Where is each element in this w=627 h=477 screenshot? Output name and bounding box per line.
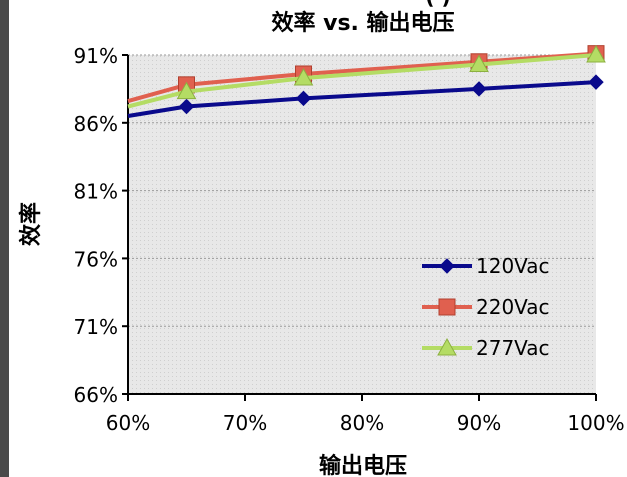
data-point-120Vac xyxy=(178,98,195,115)
y-tick-label: 91% xyxy=(74,44,118,68)
legend-marker-277Vac xyxy=(437,337,457,356)
legend-marker-120Vac xyxy=(439,258,455,274)
x-tick-label: 70% xyxy=(223,411,267,435)
legend-marker-220Vac xyxy=(438,298,456,316)
x-axis-label: 输出电压 xyxy=(319,453,407,477)
legend-label-220Vac: 220Vac xyxy=(476,295,550,319)
x-tick-label: 60% xyxy=(106,411,150,435)
y-tick-label: 76% xyxy=(74,247,118,271)
x-tick-label: 100% xyxy=(567,411,624,435)
series-group xyxy=(127,44,606,118)
y-tick-label: 66% xyxy=(74,383,118,407)
x-tick-label: 80% xyxy=(340,411,384,435)
plot-area xyxy=(128,55,596,394)
x-tick-label: 90% xyxy=(457,411,501,435)
data-point-120Vac xyxy=(588,74,604,90)
x-ticks: 60% 70% 80% 90% 100% xyxy=(106,394,625,435)
top-partial-text: ( ) xyxy=(425,0,450,9)
y-tick-label: 86% xyxy=(74,112,118,136)
data-point-277Vac xyxy=(469,54,489,72)
gridlines xyxy=(128,54,596,327)
data-point-277Vac xyxy=(293,68,314,86)
legend: 120Vac 220Vac 277Vac xyxy=(422,254,550,360)
data-point-277Vac xyxy=(586,44,606,63)
y-ticks: 66% 71% 76% 81% 86% 91% xyxy=(74,44,128,407)
y-tick-label: 71% xyxy=(74,315,118,339)
chart-title: 效率 vs. 输出电压 xyxy=(271,10,454,36)
y-axis-label: 效率 xyxy=(18,202,44,246)
legend-label-277Vac: 277Vac xyxy=(476,336,550,360)
legend-label-120Vac: 120Vac xyxy=(476,254,550,278)
data-point-277Vac xyxy=(176,81,197,100)
data-point-120Vac xyxy=(471,81,487,97)
right-edge-bar xyxy=(619,0,627,477)
y-tick-label: 81% xyxy=(74,180,118,204)
data-point-120Vac xyxy=(295,90,312,107)
left-edge-bar xyxy=(0,0,9,477)
